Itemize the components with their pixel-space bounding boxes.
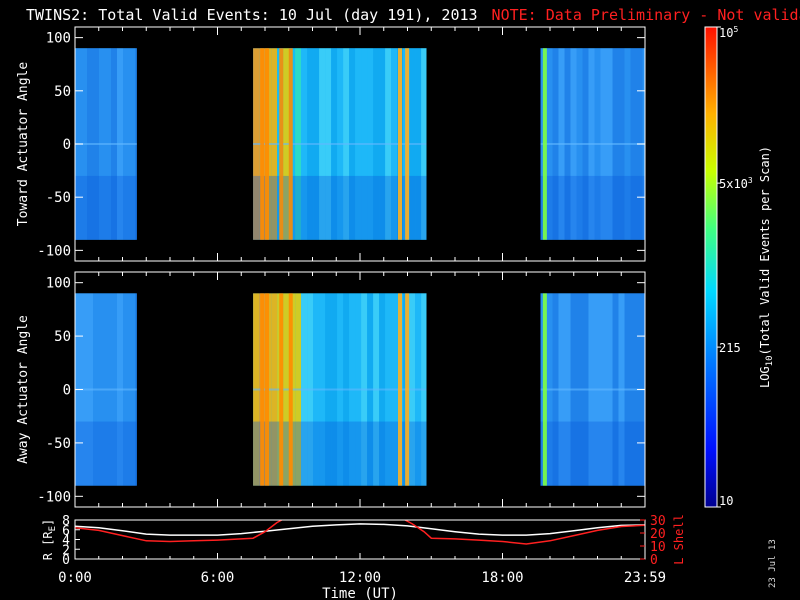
bright-stripe [542, 293, 547, 486]
xtick-label: 6:00 [201, 570, 235, 586]
colorbar-tick-base: 10 [719, 26, 733, 40]
ytick-label-right: 0 [650, 553, 658, 568]
ylabel-left-close: ] [41, 519, 55, 526]
colorbar-tick-base: 215 [719, 341, 741, 355]
bright-stripe [260, 48, 265, 240]
bright-stripe [265, 48, 269, 240]
ytick-label-right: 20 [650, 527, 666, 542]
zero-angle-band [75, 388, 137, 391]
ytick-label: 0 [63, 137, 71, 153]
ylabel-left-sub: E [48, 526, 58, 531]
colorbar-label-sub: 10 [765, 355, 775, 366]
zero-angle-band [540, 143, 645, 145]
ytick-label: -50 [46, 436, 71, 452]
lower-region [540, 175, 645, 240]
title-note: NOTE: Data Preliminary - Not validated [491, 6, 800, 24]
zero-angle-band [75, 143, 137, 145]
colorbar-label-rest: (Total Valid Events per Scan) [758, 146, 772, 356]
lower-region [540, 421, 645, 486]
ytick-label-left: 6 [62, 524, 70, 539]
ytick-label: -100 [37, 489, 71, 505]
colorbar-tick-base: 10 [719, 494, 733, 508]
colorbar-tick-exp: 3 [748, 176, 753, 185]
ylabel: Away Actuator Angle [16, 315, 31, 464]
plot-title: TWINS2: Total Valid Events: 10 Jul (day … [26, 6, 800, 24]
ytick-label: -100 [37, 243, 71, 259]
lower-region [75, 421, 137, 486]
ytick-label: 100 [46, 31, 71, 47]
colorbar-label-log: LOG [758, 366, 772, 388]
colorbar-tick-label: 215 [719, 341, 741, 355]
r-series-line [75, 523, 645, 536]
xtick-label: 23:59 [624, 570, 666, 586]
colorbar-tick-label: 5x103 [719, 176, 753, 191]
colorbar-gradient [704, 26, 718, 508]
bright-stripe [405, 48, 410, 240]
xtick-label: 12:00 [339, 570, 381, 586]
heatmap-toward: 100 50 0 -50 -100 Toward Actuator Angle [16, 26, 646, 262]
xtick-label: 0:00 [58, 570, 92, 586]
bright-stripe [542, 48, 547, 240]
ylabel-left: R [RE] [41, 519, 58, 561]
ytick-label: 50 [54, 329, 71, 345]
title-main: TWINS2: Total Valid Events: 10 Jul (day … [26, 6, 478, 24]
heatmap-away: 100 50 0 -50 -100 Away Actuator Angle [16, 271, 646, 508]
colorbar-tick-label: 10 [719, 494, 733, 508]
xtick-label: 18:00 [481, 570, 523, 586]
ylabel: Toward Actuator Angle [16, 62, 31, 227]
ytick-label-right: 10 [650, 540, 666, 555]
ylabel-right: L Shell [672, 514, 686, 565]
lshell-series-line [75, 520, 645, 545]
bright-stripe [398, 293, 402, 486]
zero-angle-band [540, 388, 645, 391]
ytick-label-right: 30 [650, 514, 666, 529]
ytick-label: 100 [46, 276, 71, 292]
heatmap-panels: 100 50 0 -50 -100 Toward Actuator Angle 100 50 0… [16, 26, 646, 508]
ytick-label-left: 0 [62, 553, 70, 568]
bright-stripe [398, 48, 402, 240]
ytick-label-left: 2 [62, 543, 70, 558]
ytick-label: 0 [63, 383, 71, 399]
bright-stripe [279, 293, 284, 486]
zero-angle-band [253, 388, 427, 391]
date-stamp: 23 Jul 13 [768, 539, 778, 588]
bright-stripe [265, 293, 269, 486]
colorbar-tick-base: 5x10 [719, 177, 748, 191]
bright-stripe [279, 48, 284, 240]
ytick-label-left: 4 [62, 534, 70, 549]
ytick-label-left: 8 [62, 514, 70, 529]
lower-region [75, 175, 137, 240]
ytick-label: 50 [54, 84, 71, 100]
colorbar-tick-label: 105 [719, 25, 738, 40]
colorbar-label: LOG10(Total Valid Events per Scan) [758, 146, 775, 388]
bright-stripe [288, 48, 293, 240]
bright-stripe [288, 293, 293, 486]
ylabel-left-main: R [R [41, 531, 55, 561]
ytick-label: -50 [46, 190, 71, 206]
zero-angle-band [253, 143, 427, 145]
xlabel: Time (UT) [322, 586, 398, 600]
bright-stripe [405, 293, 410, 486]
colorbar-tick-exp: 5 [733, 25, 738, 34]
bright-stripe [260, 293, 265, 486]
